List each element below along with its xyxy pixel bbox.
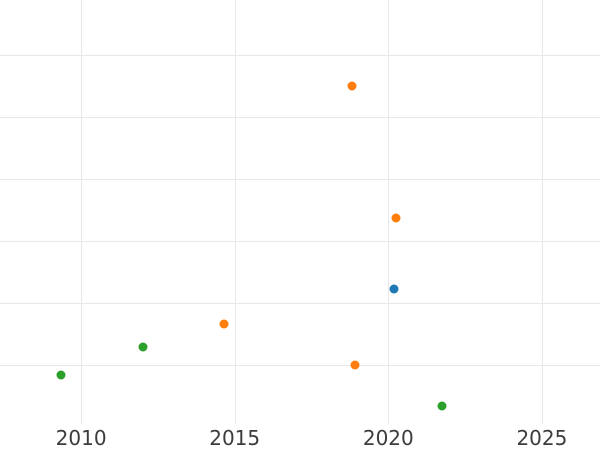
data-point-orange [347, 81, 356, 91]
data-point-green [56, 370, 65, 380]
x-tick-label: 2025 [516, 426, 568, 450]
gridline-horizontal [0, 117, 600, 119]
x-tick-label: 2010 [55, 426, 107, 450]
gridline-horizontal [0, 365, 600, 367]
gridline-vertical [541, 0, 543, 424]
data-point-orange [391, 213, 401, 223]
data-point-green [437, 401, 446, 411]
plot-area [0, 0, 600, 424]
data-point-green [138, 342, 147, 352]
gridline-vertical [388, 0, 390, 424]
gridline-horizontal [0, 303, 600, 305]
gridline-horizontal [0, 55, 600, 57]
gridline-vertical [234, 0, 236, 424]
x-tick-label: 2015 [209, 426, 261, 450]
data-point-blue [389, 284, 398, 294]
gridline-horizontal [0, 241, 600, 243]
x-tick-label: 2020 [362, 426, 414, 450]
gridline-horizontal [0, 179, 600, 181]
data-point-orange [219, 319, 229, 329]
gridline-vertical [81, 0, 83, 424]
data-point-orange [350, 360, 360, 370]
